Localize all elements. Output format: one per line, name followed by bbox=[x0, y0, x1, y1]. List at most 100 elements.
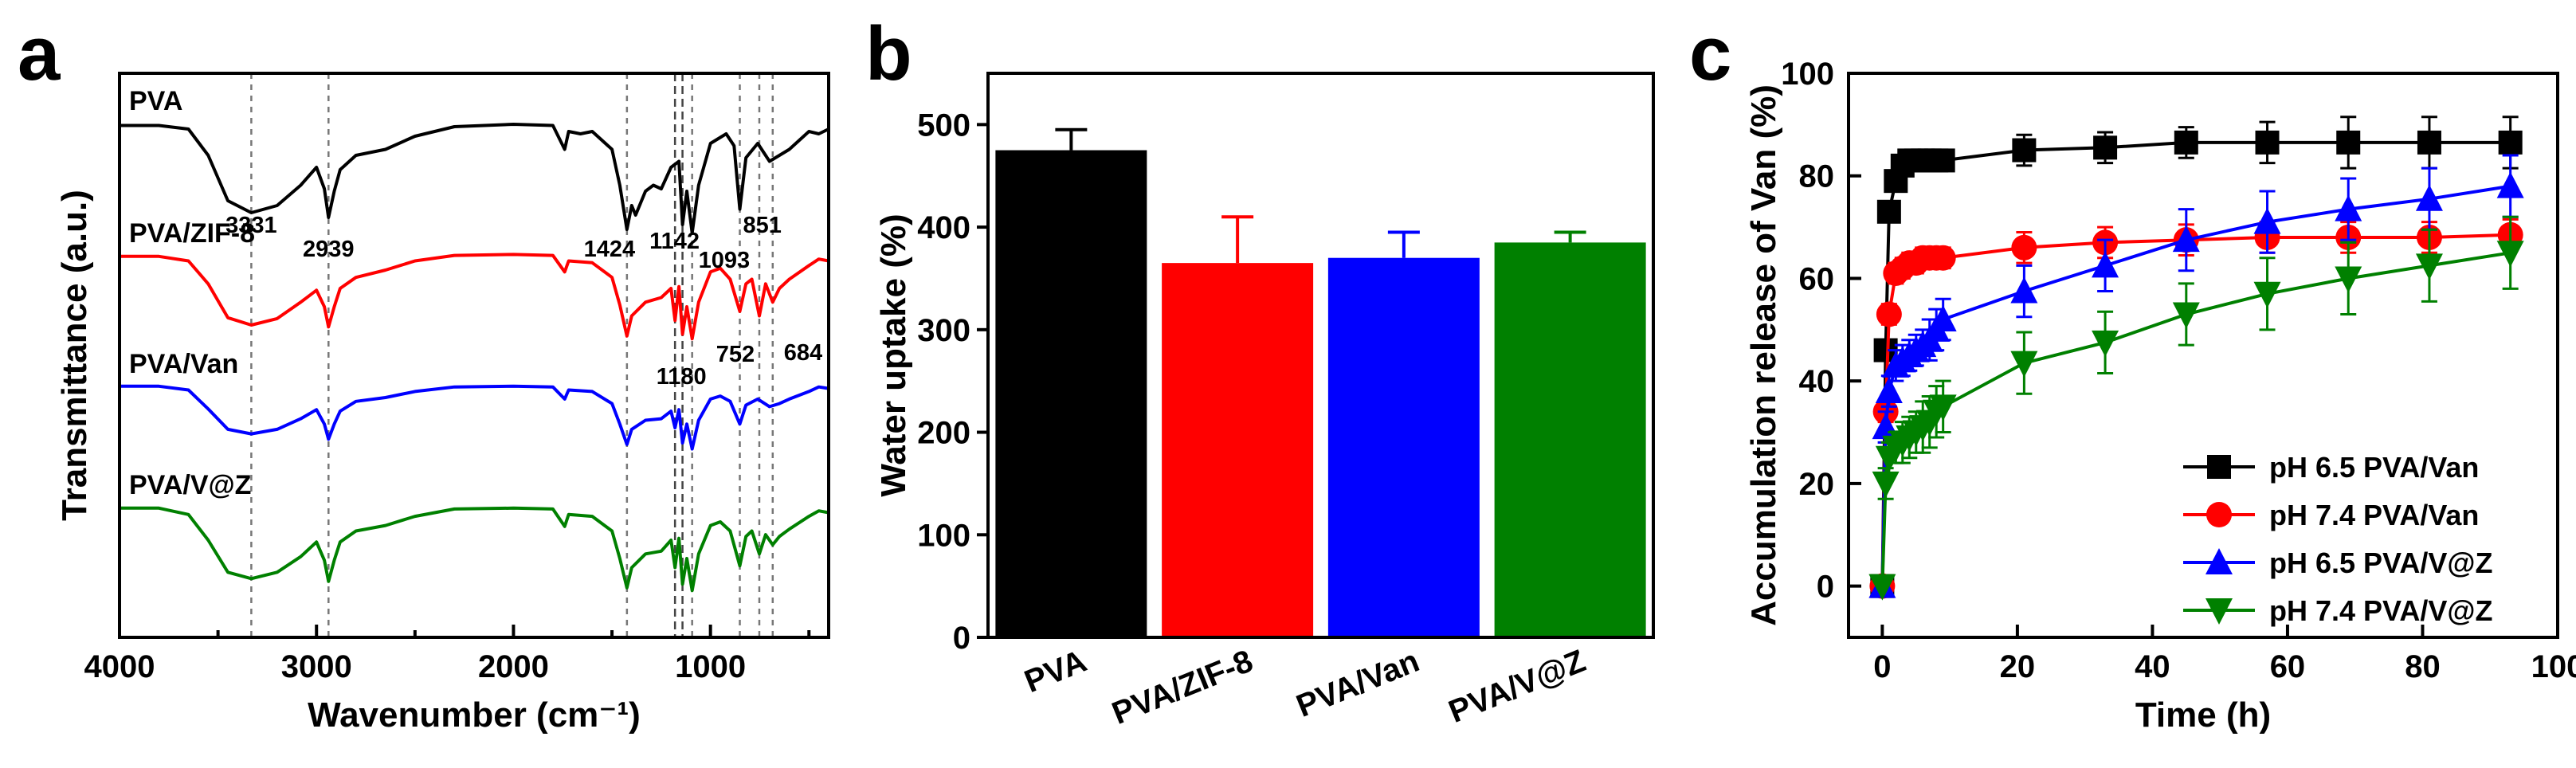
x-tick-label: 4000 bbox=[84, 649, 155, 684]
series-label: PVA bbox=[129, 86, 182, 116]
y-tick-label: 300 bbox=[917, 313, 970, 348]
data-point bbox=[2415, 184, 2443, 211]
release-series bbox=[1870, 116, 2523, 598]
x-tick-label: 60 bbox=[2270, 649, 2306, 684]
x-tick-label: 2000 bbox=[478, 649, 549, 684]
bar-group: PVA bbox=[995, 127, 1147, 699]
data-point bbox=[2253, 207, 2281, 234]
data-point bbox=[2206, 502, 2232, 527]
x-tick-label: 40 bbox=[2135, 649, 2170, 684]
plot-frame bbox=[118, 72, 830, 639]
release-series bbox=[1868, 215, 2524, 601]
y-axis-title: Transmittance (a.u.) bbox=[55, 190, 94, 521]
data-point bbox=[2092, 251, 2119, 278]
y-tick-label: 60 bbox=[1799, 261, 1835, 296]
data-point bbox=[1931, 148, 1955, 173]
data-point bbox=[2498, 130, 2523, 155]
data-point bbox=[2336, 130, 2361, 155]
bar bbox=[1162, 263, 1314, 637]
data-point bbox=[2011, 234, 2037, 261]
data-point bbox=[2335, 194, 2362, 221]
ftir-chart-svg: a PVA PVA/ZIF-8 PVA/Van PVA/V@Z 3331 2939 1424 1… bbox=[18, 11, 830, 735]
bars: PVA PVA/ZIF-8 PVA/Van PVA/V@Z bbox=[995, 127, 1646, 731]
data-point bbox=[2496, 171, 2524, 198]
plot-frame bbox=[986, 72, 1655, 639]
data-point bbox=[1930, 245, 1956, 271]
category-label: PVA/V@Z bbox=[1444, 644, 1590, 730]
panel-b-water-uptake-chart: b PVA PVA/ZIF-8 PVA/Van PVA/V@Z 0 100 200 300 400… bbox=[861, 0, 1673, 768]
spectrum-line bbox=[120, 253, 829, 341]
x-tick-label: 20 bbox=[2000, 649, 2036, 684]
series-line bbox=[1880, 233, 2511, 586]
spectrum-series: PVA/V@Z bbox=[120, 470, 829, 593]
x-tick-label: 1000 bbox=[675, 649, 746, 684]
data-point bbox=[2205, 548, 2233, 574]
peak-label: 1142 bbox=[649, 229, 700, 254]
data-point bbox=[1929, 304, 1957, 331]
x-tick-label: 3000 bbox=[281, 649, 352, 684]
data-point bbox=[2255, 130, 2280, 155]
y-tick-label: 40 bbox=[1799, 364, 1835, 399]
series-label: PVA/Van bbox=[129, 349, 238, 379]
y-tick-label: 100 bbox=[1781, 57, 1834, 92]
bar-group: PVA/Van bbox=[1292, 230, 1480, 724]
data-point bbox=[2207, 455, 2231, 479]
y-tick-label: 0 bbox=[953, 621, 970, 656]
data-point bbox=[2010, 351, 2038, 378]
data-point bbox=[1929, 394, 1957, 421]
y-tick-label: 0 bbox=[1817, 570, 1834, 605]
axes: 4000 3000 2000 1000 Wavenumber (cm⁻¹) Transmi… bbox=[55, 72, 830, 735]
release-series bbox=[1869, 217, 2523, 599]
release-series bbox=[1868, 154, 2524, 598]
y-tick-label: 20 bbox=[1799, 467, 1835, 502]
data-point bbox=[1868, 574, 1896, 601]
peak-label: 752 bbox=[716, 342, 755, 367]
peak-label: 1424 bbox=[584, 237, 636, 262]
data-point bbox=[2205, 598, 2233, 625]
category-label: PVA/ZIF-8 bbox=[1108, 644, 1258, 731]
data-point bbox=[2093, 135, 2118, 160]
legend-label: pH 6.5 PVA/V@Z bbox=[2269, 547, 2493, 579]
data-point bbox=[1876, 301, 1902, 327]
y-axis-title: Accumulation release of Van (%) bbox=[1744, 84, 1783, 626]
data-point bbox=[2010, 276, 2038, 304]
y-axis-title: Water uptake (%) bbox=[874, 214, 913, 496]
data-point bbox=[2172, 225, 2200, 253]
y-tick-label: 400 bbox=[917, 210, 970, 245]
panel-letter-c: c bbox=[1689, 11, 1731, 96]
y-tick-label: 100 bbox=[917, 518, 970, 553]
category-label: PVA/Van bbox=[1292, 644, 1424, 724]
peak-label: 1093 bbox=[699, 248, 751, 273]
data-point bbox=[1872, 471, 1900, 498]
x-axis-title: Time (h) bbox=[2135, 696, 2271, 735]
plot-frame bbox=[1847, 72, 2559, 639]
peak-label: 1180 bbox=[657, 364, 707, 390]
bar bbox=[995, 150, 1147, 637]
data-point bbox=[1876, 199, 1901, 224]
data-point bbox=[1875, 377, 1903, 404]
spectrum-series: PVA/ZIF-8 bbox=[120, 218, 829, 341]
bar bbox=[1327, 257, 1480, 637]
spectrum-series: PVA bbox=[120, 86, 829, 235]
bar bbox=[1494, 242, 1646, 637]
legend: pH 6.5 PVA/Van pH 7.4 PVA/Van pH 6.5 PVA/V… bbox=[2183, 451, 2493, 627]
axes: 0 20 40 60 80 100 0 20 40 60 80 100 Time (h) Accumula… bbox=[1744, 57, 2576, 735]
data-point bbox=[2496, 241, 2524, 268]
legend-label: pH 6.5 PVA/Van bbox=[2269, 451, 2479, 484]
data-point bbox=[2417, 130, 2441, 155]
data-point bbox=[2253, 281, 2281, 308]
y-tick-label: 200 bbox=[917, 416, 970, 451]
legend-label: pH 7.4 PVA/V@Z bbox=[2269, 594, 2493, 627]
y-tick-label: 500 bbox=[917, 108, 970, 143]
legend-label: pH 7.4 PVA/Van bbox=[2269, 499, 2479, 531]
peak-label: 2939 bbox=[303, 237, 355, 262]
data-point bbox=[2174, 130, 2198, 155]
spectrum-line bbox=[120, 506, 829, 593]
data-point bbox=[2172, 302, 2200, 329]
peak-label: 851 bbox=[743, 213, 782, 238]
axes: 0 100 200 300 400 500 Water uptake (%) bbox=[874, 72, 1655, 656]
x-tick-label: 100 bbox=[2531, 649, 2576, 684]
panel-letter-b: b bbox=[865, 11, 912, 96]
